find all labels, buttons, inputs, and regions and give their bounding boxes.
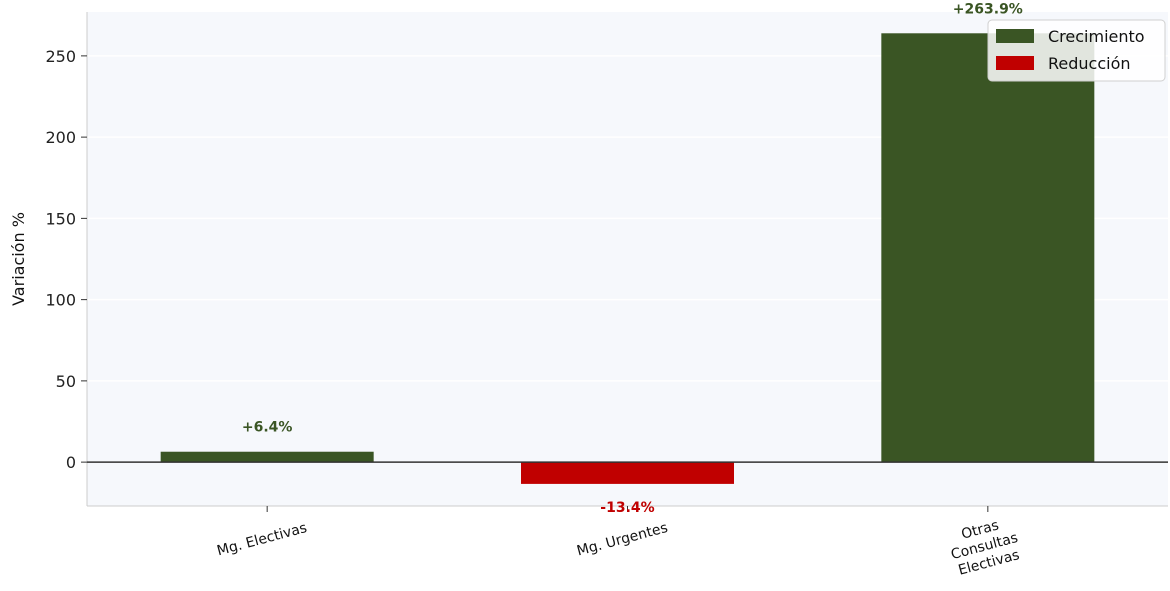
- x-tick-label-line: Mg. Electivas: [215, 520, 308, 559]
- y-axis-label: Variación %: [9, 212, 28, 306]
- x-axis: Mg. Electivas Mg. Urgentes OtrasConsultasE…: [87, 505, 1168, 579]
- legend-swatch: [996, 56, 1034, 70]
- y-axis: 0 50 100 150 200 250: [45, 12, 88, 506]
- y-tick-label: 0: [66, 453, 76, 472]
- bar: [160, 451, 374, 463]
- y-tick-label: 100: [45, 291, 76, 310]
- legend-swatch: [996, 29, 1034, 43]
- x-tick-label: Mg. Urgentes: [575, 520, 669, 560]
- y-tick-label: 250: [45, 47, 76, 66]
- legend-label: Reducción: [1048, 54, 1131, 73]
- bar: [881, 33, 1095, 463]
- bar: [521, 462, 734, 484]
- y-tick-label: 200: [45, 128, 76, 147]
- x-tick-label: Mg. Electivas: [215, 520, 308, 559]
- bars: [160, 33, 1095, 484]
- data-label: +263.9%: [953, 1, 1023, 17]
- x-tick-label-line: Mg. Urgentes: [575, 520, 669, 560]
- data-label: +6.4%: [242, 420, 293, 436]
- value-labels: +6.4% -13.4% +263.9%: [242, 1, 1023, 516]
- y-tick-label: 150: [45, 209, 76, 228]
- y-tick-label: 50: [56, 372, 76, 391]
- legend-label: Crecimiento: [1048, 27, 1145, 46]
- data-label: -13.4%: [600, 500, 654, 516]
- legend[interactable]: Crecimiento Reducción: [987, 19, 1166, 82]
